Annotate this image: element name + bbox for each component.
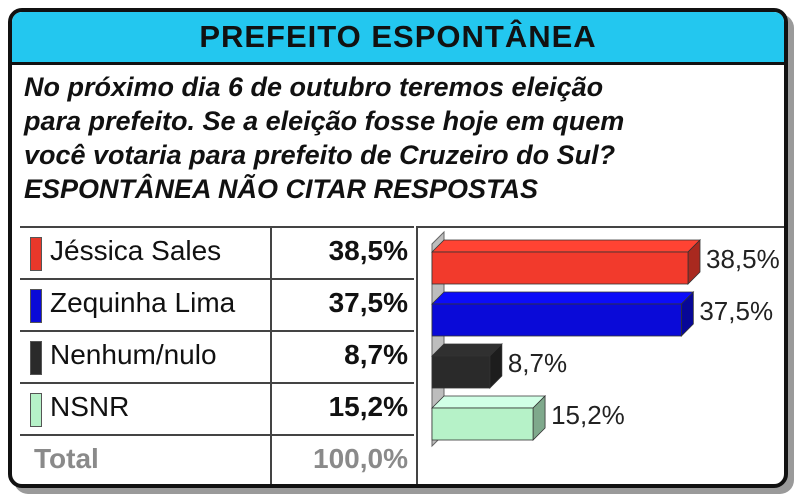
bar-top: [431, 395, 547, 409]
name-cell: Total: [20, 436, 272, 484]
question-line-3: você votaria para prefeito de Cruzeiro d…: [24, 140, 616, 170]
total-label: Total: [34, 443, 99, 474]
bar-chart: 38,5% 37,5% 8,7% 15,2%: [431, 230, 780, 448]
poll-card: PREFEITO ESPONTÂNEA No próximo dia 6 de …: [8, 8, 788, 488]
candidate-percent: 15,2%: [328, 391, 408, 422]
color-swatch: [30, 341, 42, 375]
question-line-2: para prefeito. Se a eleição fosse hoje e…: [24, 106, 625, 136]
question-line-1: No próximo dia 6 de outubro teremos elei…: [24, 72, 604, 102]
candidate-percent: 37,5%: [328, 287, 408, 318]
color-swatch: [30, 393, 42, 427]
name-cell: Nenhum/nulo: [20, 332, 272, 382]
candidate-name: Zequinha Lima: [50, 287, 236, 318]
color-swatch: [30, 237, 42, 271]
name-cell: NSNR: [20, 384, 272, 434]
bar: [431, 251, 689, 285]
chart-title: PREFEITO ESPONTÂNEA: [199, 19, 597, 54]
bar: [431, 355, 491, 389]
table-row: Zequinha Lima 37,5%: [20, 280, 414, 332]
bar-top: [431, 239, 701, 253]
data-label: 15,2%: [551, 400, 625, 430]
question-line-4: ESPONTÂNEA NÃO CITAR RESPOSTAS: [24, 174, 539, 204]
candidate-name: Jéssica Sales: [50, 235, 222, 266]
data-label: 37,5%: [699, 296, 773, 326]
total-percent: 100,0%: [313, 443, 408, 474]
bar: [431, 407, 534, 441]
bar-chart-area: 38,5% 37,5% 8,7% 15,2%: [416, 226, 784, 484]
candidate-name: NSNR: [50, 391, 130, 422]
name-cell: Zequinha Lima: [20, 280, 272, 330]
question-text: No próximo dia 6 de outubro teremos elei…: [24, 70, 774, 206]
bar: [431, 303, 682, 337]
name-cell: Jéssica Sales: [20, 228, 272, 278]
table-row: Jéssica Sales 38,5%: [20, 228, 414, 280]
table-row: NSNR 15,2%: [20, 384, 414, 436]
candidate-percent: 38,5%: [328, 235, 408, 266]
candidate-name: Nenhum/nulo: [50, 339, 217, 370]
total-row: Total 100,0%: [20, 436, 414, 484]
title-bar: PREFEITO ESPONTÂNEA: [12, 12, 784, 65]
candidate-percent: 8,7%: [344, 339, 408, 370]
bar-top: [431, 291, 695, 305]
data-label: 8,7%: [508, 348, 567, 378]
table-row: Nenhum/nulo 8,7%: [20, 332, 414, 384]
color-swatch: [30, 289, 42, 323]
results-table: Jéssica Sales 38,5% Zequinha Lima 37,5% …: [20, 226, 414, 484]
data-label: 38,5%: [706, 244, 780, 274]
